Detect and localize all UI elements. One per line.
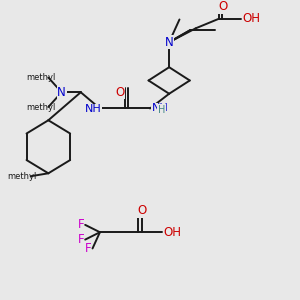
Text: methyl: methyl [26,103,56,112]
Text: F: F [85,242,92,255]
Text: F: F [77,218,84,231]
Text: OH: OH [163,226,181,239]
Text: N: N [57,86,66,99]
Text: methyl: methyl [7,172,37,181]
Text: H: H [158,105,165,115]
Text: F: F [77,233,84,246]
Text: N: N [165,36,173,49]
Text: methyl: methyl [26,73,56,82]
Text: NH: NH [152,103,168,113]
Text: O: O [137,204,146,217]
Text: O: O [115,86,124,99]
Text: NH: NH [85,104,101,114]
Text: OH: OH [243,12,261,25]
Text: O: O [218,0,227,13]
